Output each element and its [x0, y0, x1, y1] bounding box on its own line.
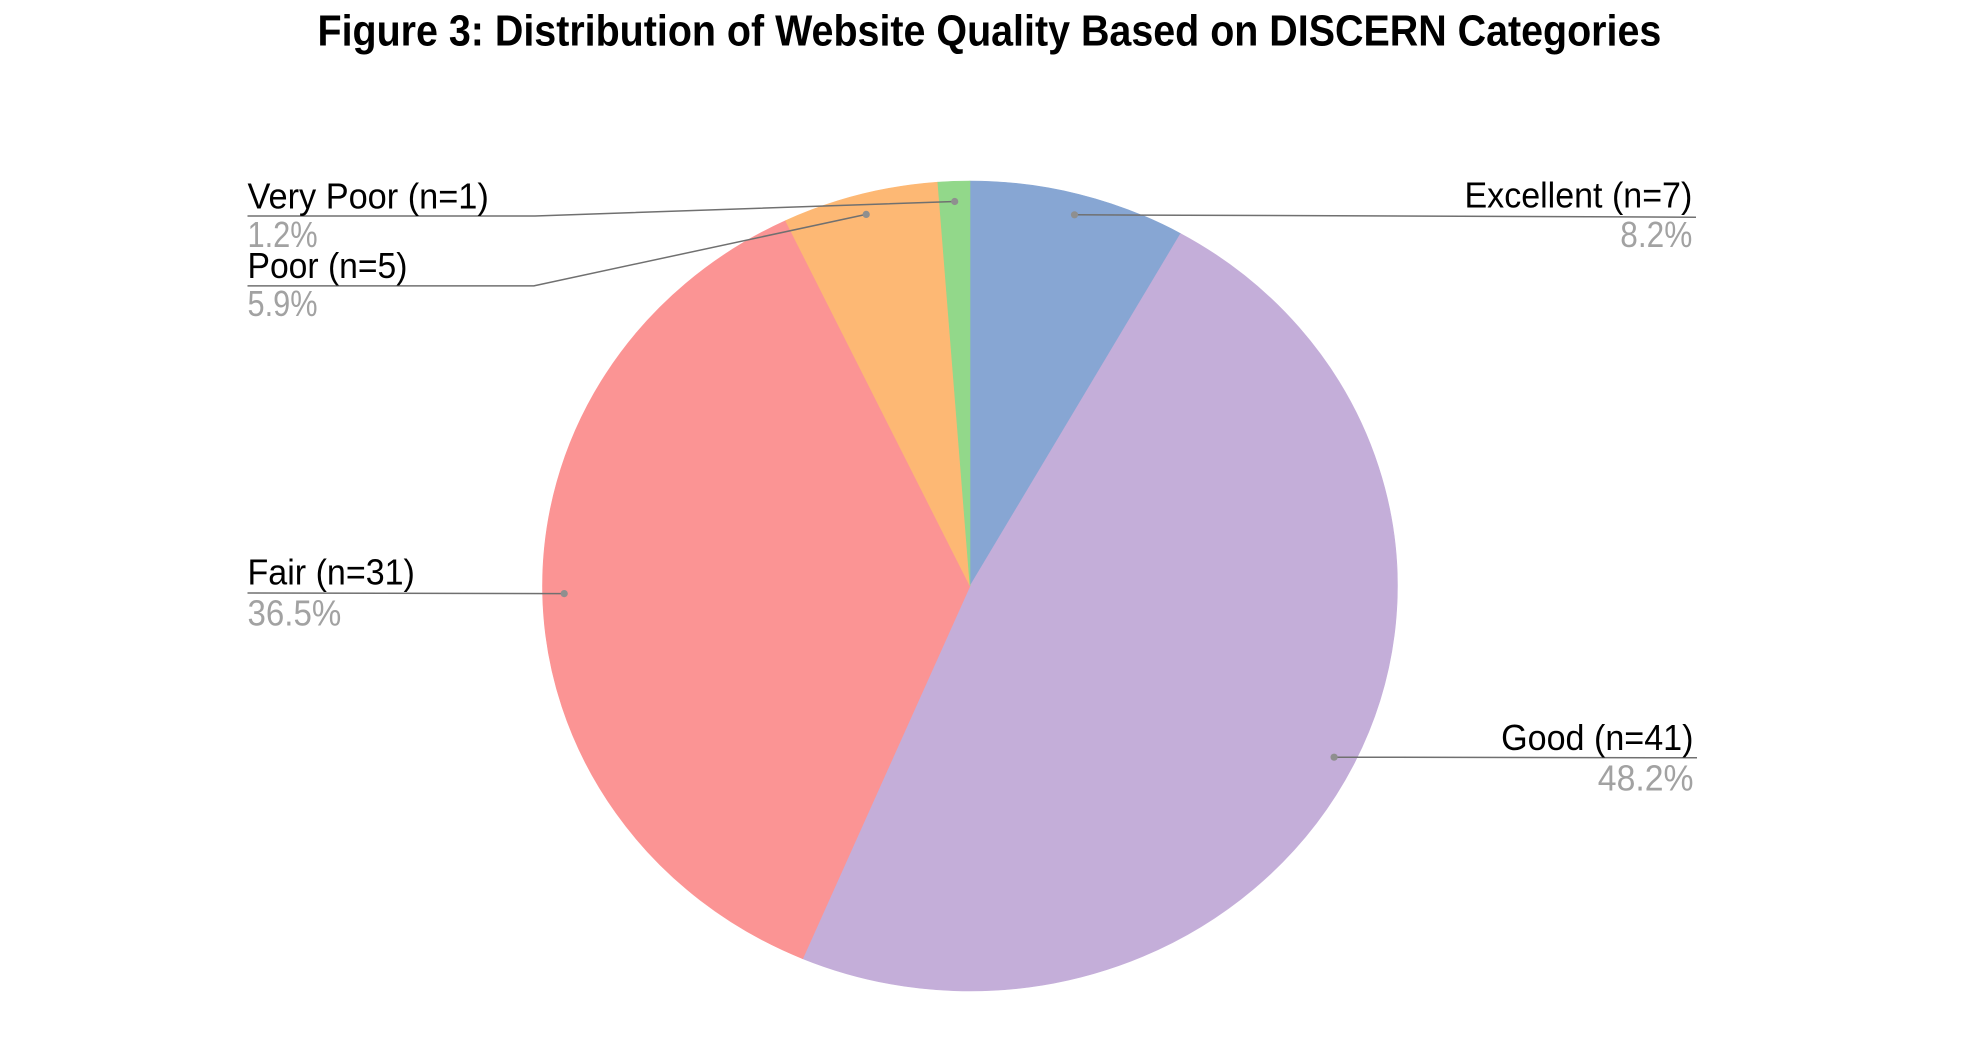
svg-text:Very Poor (n=1): Very Poor (n=1)	[248, 176, 489, 217]
svg-text:5.9%: 5.9%	[248, 283, 318, 324]
svg-text:Good (n=41): Good (n=41)	[1501, 717, 1693, 758]
svg-text:Fair (n=31): Fair (n=31)	[248, 552, 415, 593]
svg-text:36.5%: 36.5%	[248, 593, 342, 634]
svg-text:1.2%: 1.2%	[248, 214, 318, 255]
svg-text:Poor (n=5): Poor (n=5)	[248, 245, 408, 286]
svg-text:48.2%: 48.2%	[1598, 757, 1694, 798]
svg-text:Figure 3: Distribution of Webs: Figure 3: Distribution of Website Qualit…	[318, 7, 1662, 56]
svg-text:Excellent (n=7): Excellent (n=7)	[1465, 175, 1693, 216]
svg-text:8.2%: 8.2%	[1620, 214, 1692, 255]
